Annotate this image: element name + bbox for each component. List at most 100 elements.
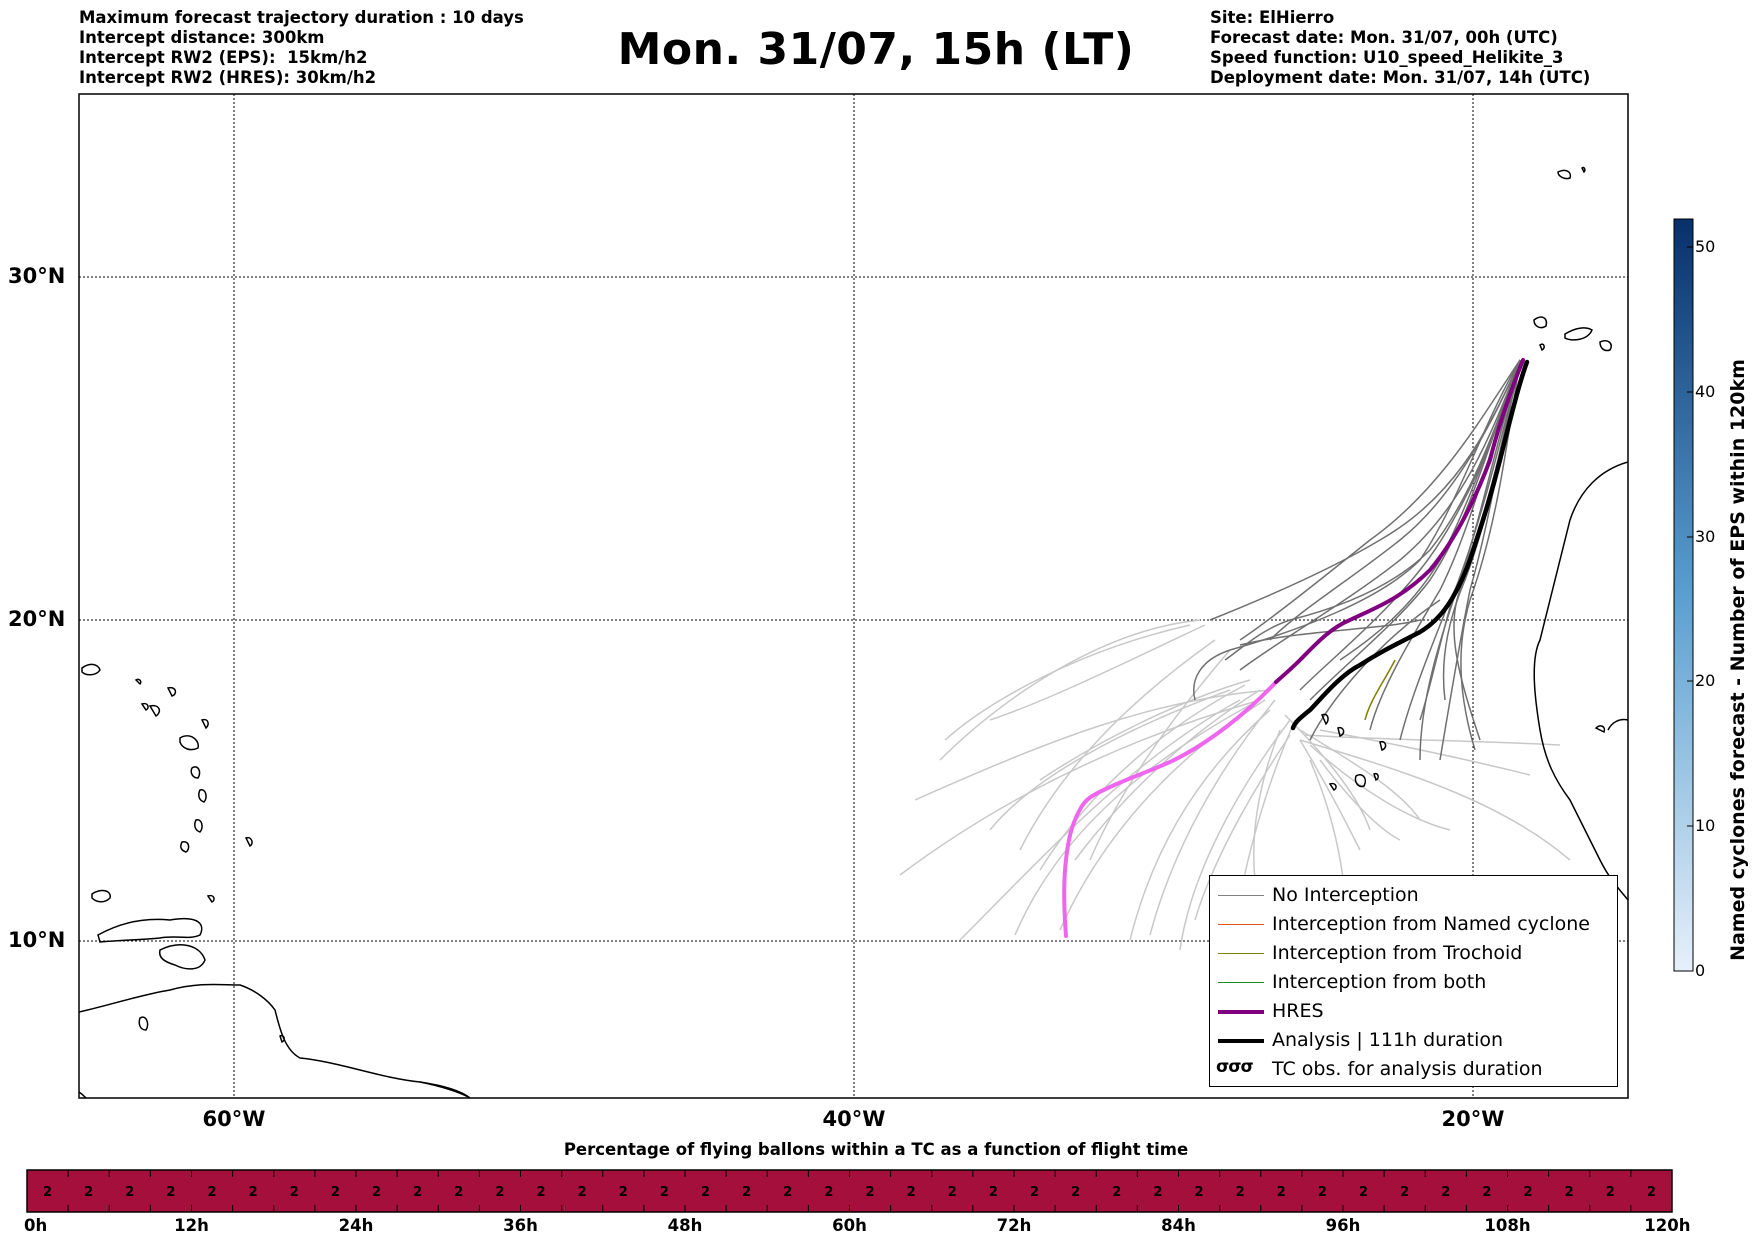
flight-bar-cell-value: 2: [1482, 1185, 1491, 1200]
flight-bar-cell-value: 2: [208, 1185, 217, 1200]
flight-bar-cell-value: 2: [578, 1185, 587, 1200]
flight-bar-cell-value: 2: [866, 1185, 875, 1200]
hres-track-early: [1274, 358, 1525, 684]
flight-bar-cell-value: 2: [537, 1185, 546, 1200]
hres-trajectory: [1062, 358, 1525, 938]
param-line: Intercept RW2 (HRES): 30km/h2: [79, 68, 377, 87]
coastlines: [79, 166, 1628, 1098]
analysis-trajectory: [1290, 359, 1530, 731]
flight-bar-cell-value: 2: [1359, 1185, 1368, 1200]
flight-bar-hour-label: 12h: [174, 1216, 209, 1235]
flight-bar-hour-label: 72h: [996, 1216, 1032, 1235]
map-legend: No Interception Interception from Named …: [1209, 875, 1618, 1087]
flight-bar-cell-value: 2: [701, 1185, 710, 1200]
flight-bar-cell-value: 2: [249, 1185, 258, 1200]
page-title-container: Mon. 31/07, 15h (LT): [0, 24, 1752, 75]
trinidad-coast: [158, 944, 206, 970]
forecast-parameters: Maximum forecast trajectory duration : 1…: [79, 8, 524, 88]
flight-bar-hour-label: 108h: [1484, 1216, 1531, 1235]
legend-swatch: [1218, 1039, 1264, 1043]
forecast-date-line: Forecast date: Mon. 31/07, 00h (UTC): [1210, 28, 1558, 47]
flight-bar-cell-value: 2: [742, 1185, 751, 1200]
flight-bar-cell-value: 2: [1565, 1185, 1574, 1200]
flight-bar-cell-value: 2: [1153, 1185, 1162, 1200]
legend-item-no-interception: No Interception: [1210, 882, 1617, 910]
colorbar-tick-label: 40: [1695, 382, 1716, 401]
site-info: Site: ElHierro Forecast date: Mon. 31/07…: [1210, 8, 1590, 88]
flight-bar-hour-label: 96h: [1325, 1216, 1361, 1235]
lat-label-20n: 20°N: [8, 607, 66, 631]
legend-swatch: [1218, 1010, 1264, 1014]
flight-bar-cell-value: 2: [1647, 1185, 1656, 1200]
colorbar-tick-label: 50: [1695, 237, 1716, 256]
flight-bar-cell-value: 2: [660, 1185, 669, 1200]
flight-bar-cell-value: 2: [372, 1185, 381, 1200]
legend-label: TC obs. for analysis duration: [1272, 1058, 1543, 1080]
colorbar-title: Named cyclones forecast - Number of EPS …: [1727, 359, 1749, 961]
eps-trajectories-light: [899, 619, 1571, 961]
flight-bar-cell-value: 2: [1236, 1185, 1245, 1200]
flight-bar-cell-value: 2: [413, 1185, 422, 1200]
speed-function-line: Speed function: U10_speed_Helikite_3: [1210, 48, 1564, 67]
lon-label-20w: 20°W: [1441, 1107, 1505, 1131]
flight-time-cells: 2 2 2 2 2 2 2 2 2 2 2 2 2 2 2 2 2 2 2 2 2 2 2 2 2 2 2 2 2 2 2 2 2 2 2 2 2 2 2 2: [43, 1170, 1656, 1212]
legend-item-named-cyclone: Interception from Named cyclone: [1210, 911, 1617, 939]
flight-bar-cell-value: 2: [989, 1185, 998, 1200]
legend-swatch: [1218, 895, 1264, 896]
tc-symbol-icon: σσσ: [1216, 1057, 1254, 1077]
canary-island: [1533, 316, 1548, 329]
legend-label: No Interception: [1272, 884, 1419, 906]
colorbar-tick-label: 0: [1695, 961, 1706, 980]
legend-item-hres: HRES: [1210, 998, 1617, 1026]
colorbar-tick-label: 20: [1695, 671, 1716, 690]
flight-bar-hour-label: 36h: [503, 1216, 538, 1235]
flight-bar-cell-value: 2: [331, 1185, 340, 1200]
flight-bar-cell-value: 2: [1318, 1185, 1327, 1200]
legend-item-both: Interception from both: [1210, 969, 1617, 997]
flight-bar-cell-value: 2: [125, 1185, 134, 1200]
hres-track-late: [1062, 680, 1278, 938]
flight-bar-cell-value: 2: [43, 1185, 52, 1200]
flight-bar-cell-value: 2: [84, 1185, 93, 1200]
flight-bar-cell-value: 2: [1524, 1185, 1533, 1200]
flight-bar-cell-value: 2: [1195, 1185, 1204, 1200]
flight-bar-cell-value: 2: [454, 1185, 463, 1200]
lon-label-40w: 40°W: [822, 1107, 886, 1131]
legend-item-tc-obs: σσσ TC obs. for analysis duration: [1210, 1056, 1617, 1084]
africa-coast: [1533, 461, 1628, 901]
flight-bar-cell-value: 2: [824, 1185, 833, 1200]
legend-label: Interception from Named cyclone: [1272, 913, 1590, 935]
legend-label: Interception from Trochoid: [1272, 942, 1523, 964]
lat-label-10n: 10°N: [8, 928, 66, 952]
param-line: Intercept RW2 (EPS): 15km/h2: [79, 48, 368, 67]
legend-item-trochoid: Interception from Trochoid: [1210, 940, 1617, 968]
colorbar-tick-label: 30: [1695, 527, 1716, 546]
flight-bar-cell-value: 2: [1112, 1185, 1121, 1200]
colorbar-ticks: [1687, 246, 1693, 972]
colorbar-gradient: [1673, 218, 1694, 972]
legend-label: HRES: [1272, 1000, 1324, 1022]
flight-bar-cell-value: 2: [619, 1185, 628, 1200]
legend-swatch: [1218, 953, 1264, 954]
flight-bar-cell-value: 2: [783, 1185, 792, 1200]
flight-bar-hour-label: 24h: [338, 1216, 374, 1235]
flight-bar-hour-label: 84h: [1161, 1216, 1196, 1235]
colorbar-tick-label: 10: [1695, 816, 1716, 835]
venezuela-coast: [97, 918, 203, 943]
legend-label: Interception from both: [1272, 971, 1487, 993]
flight-bar-cell-value: 2: [1030, 1185, 1039, 1200]
flight-bar-hour-label: 48h: [667, 1216, 703, 1235]
legend-item-analysis: Analysis | 111h duration: [1210, 1027, 1617, 1055]
deployment-date-line: Deployment date: Mon. 31/07, 14h (UTC): [1210, 68, 1591, 87]
flight-bar-cell-value: 2: [1400, 1185, 1409, 1200]
south-america-coast: [79, 983, 471, 1098]
flight-bar-cell-value: 2: [1277, 1185, 1286, 1200]
flight-bar-cell-value: 2: [166, 1185, 175, 1200]
flight-bar-cell-value: 2: [495, 1185, 504, 1200]
param-line: Intercept distance: 300km: [79, 28, 325, 47]
legend-label: Analysis | 111h duration: [1272, 1029, 1504, 1051]
trochoid-interception-track: [1364, 659, 1396, 721]
legend-swatch: [1218, 982, 1264, 983]
flight-bar-cell-value: 2: [1071, 1185, 1080, 1200]
legend-swatch: [1218, 924, 1264, 925]
